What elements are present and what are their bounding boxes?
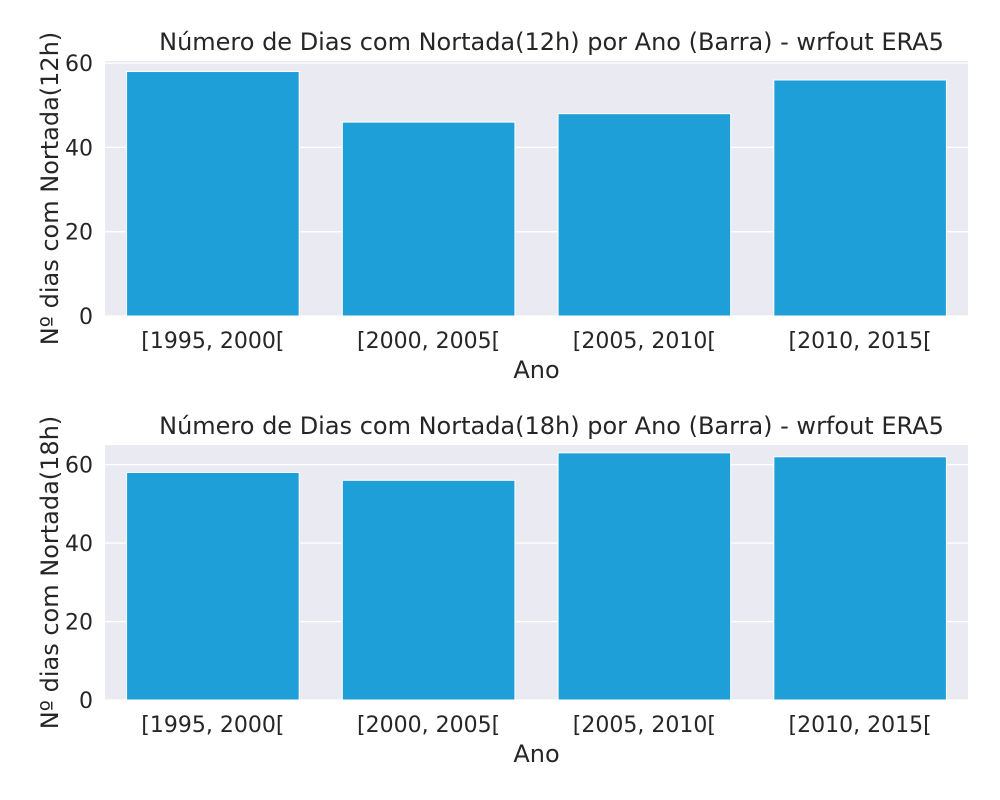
bar	[341, 121, 516, 317]
bar	[773, 456, 947, 701]
x-tick-label: [1995, 2000[	[141, 329, 284, 354]
bar	[557, 452, 732, 701]
bar	[773, 79, 947, 317]
x-axis-ticks: [1995, 2000[ [2000, 2005[ [2005, 2010[ [201…	[141, 713, 931, 738]
x-tick-label: [2010, 2015[	[789, 329, 932, 354]
bars	[126, 71, 947, 317]
chart-18h: 0 20 40 60 [1995, 2000[ [2000, 2005[ [2005, 2…	[36, 412, 968, 768]
y-tick-label: 0	[79, 305, 93, 330]
y-tick-label: 20	[65, 611, 93, 636]
bar	[126, 71, 300, 317]
x-axis-label: Ano	[513, 740, 559, 768]
y-tick-label: 40	[65, 532, 93, 557]
chart-12h: 0 20 40 60 [1995, 2000[ [2000, 2005[ [2005, 2…	[36, 28, 968, 384]
y-tick-label: 60	[65, 454, 93, 479]
bar	[341, 479, 516, 701]
x-tick-label: [2000, 2005[	[357, 713, 500, 738]
y-tick-label: 20	[65, 221, 93, 246]
bar	[126, 471, 300, 701]
x-tick-label: [2005, 2010[	[573, 329, 716, 354]
chart-title: Número de Dias com Nortada(18h) por Ano …	[159, 412, 944, 440]
x-axis-label: Ano	[513, 356, 559, 384]
bars	[126, 452, 947, 701]
x-axis-ticks: [1995, 2000[ [2000, 2005[ [2005, 2010[ [201…	[141, 329, 931, 354]
x-tick-label: [2010, 2015[	[789, 713, 932, 738]
x-tick-label: [2000, 2005[	[357, 329, 500, 354]
x-tick-label: [2005, 2010[	[573, 713, 716, 738]
y-axis-ticks: 0 20 40 60	[65, 454, 93, 714]
bar	[557, 113, 732, 317]
y-axis-label: Nº dias com Nortada(12h)	[36, 32, 64, 346]
y-tick-label: 60	[65, 52, 93, 77]
chart-title: Número de Dias com Nortada(12h) por Ano …	[159, 28, 944, 56]
y-axis-ticks: 0 20 40 60	[65, 52, 93, 330]
y-tick-label: 0	[79, 689, 93, 714]
x-tick-label: [1995, 2000[	[141, 713, 284, 738]
y-axis-label: Nº dias com Nortada(18h)	[36, 416, 64, 730]
y-tick-label: 40	[65, 136, 93, 161]
